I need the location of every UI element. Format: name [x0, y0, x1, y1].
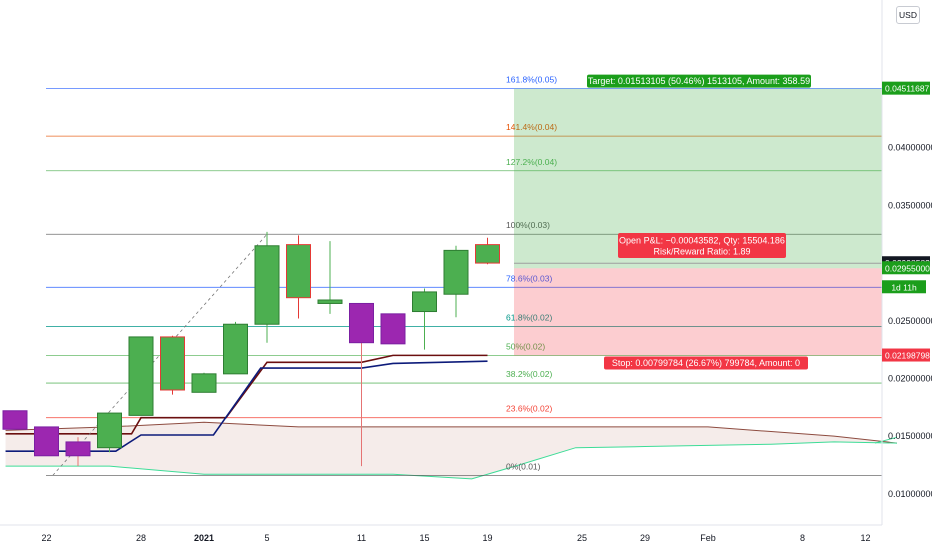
countdown-bg: [882, 280, 926, 294]
fib-label-4: 78.6%(0.03): [506, 273, 552, 283]
candle-body-4: [128, 336, 154, 416]
cloud-span-a-tail: [874, 436, 898, 444]
price-tick-3: 0.02000000: [888, 373, 932, 383]
time-tick-8: 29: [640, 533, 650, 543]
stop-box-bg: [604, 356, 808, 370]
cloud-span-b-line: [5, 421, 898, 444]
cloud-fill: [5, 422, 898, 479]
candle-body-0: [2, 410, 28, 430]
target-price-pill-text: 0.04511687: [885, 84, 930, 94]
countdown-pill: 1d 11h: [882, 280, 926, 294]
cloud-span-a-line: [5, 441, 898, 480]
candles: [2, 231, 500, 467]
candle-body-3: [97, 412, 122, 449]
time-tick-9: Feb: [700, 533, 716, 543]
price-tick-2: 0.02500000: [888, 316, 932, 326]
time-axis: 22 28 2021 5 11 15 19 25 29 Feb 8 12: [0, 524, 882, 543]
fibonacci-levels: 161.8%(0.05) 141.4%(0.04) 127.2%(0.04) 100%…: [46, 75, 882, 476]
long-position-tool: [514, 88, 882, 356]
fib-label-9: 0%(0.01): [506, 461, 541, 471]
fib-label-8: 23.6%(0.02): [506, 404, 552, 414]
time-tick-3: 5: [264, 533, 269, 543]
target-text: Target: 0.01513105 (50.46%) 1513105, Amo…: [588, 76, 810, 86]
stop-price-pill-bg: [882, 348, 930, 362]
target-box-bg: [587, 74, 811, 88]
stop-price-pill-text: 0.02198798: [885, 351, 930, 361]
time-tick-7: 25: [577, 533, 587, 543]
time-tick-5: 15: [419, 533, 429, 543]
entry-price-pill-bg: [882, 261, 930, 275]
fib-label-7: 38.2%(0.02): [506, 369, 552, 379]
candle-body-6: [191, 373, 217, 393]
fib-label-1: 141.4%(0.04): [506, 122, 557, 132]
candle-body-9: [286, 244, 311, 299]
candle-body-5: [160, 336, 185, 391]
rr-text: Risk/Reward Ratio: 1.89: [653, 247, 750, 257]
entry-price-pill-text: 0.02955000: [885, 263, 930, 273]
fib-label-2: 127.2%(0.04): [506, 157, 557, 167]
candle-body-15: [475, 244, 500, 264]
candle-body-13: [412, 291, 437, 313]
pnl-text: Open P&L: −0.00043582, Qty: 15504.186: [619, 236, 785, 246]
ichimoku-cloud: [5, 421, 898, 480]
time-tick-1: 28: [136, 533, 146, 543]
entry-price-pill: 0.02955000: [882, 261, 930, 275]
price-tick-5: 0.01000000: [888, 489, 932, 499]
time-tick-6: 19: [482, 533, 492, 543]
time-tick-11: 12: [860, 533, 870, 543]
countdown-text: 1d 11h: [891, 282, 917, 292]
candle-body-1: [34, 426, 59, 457]
candle-body-7: [223, 323, 248, 375]
fib-label-0: 161.8%(0.05): [506, 75, 557, 85]
price-axis: 0.04000000 0.03500000 0.02500000 0.02000000…: [881, 0, 932, 525]
target-price-pill: 0.04511687: [882, 81, 930, 95]
stop-price-pill: 0.02198798: [882, 348, 930, 362]
time-tick-4: 11: [357, 533, 366, 543]
fib-label-5: 61.8%(0.02): [506, 313, 552, 323]
fib-label-6: 50%(0.02): [506, 342, 545, 352]
stop-box: Stop: 0.00799784 (26.67%) 799784, Amount…: [604, 356, 808, 370]
candle-body-11: [349, 302, 374, 344]
conversion-line: [5, 360, 488, 452]
pnl-box-bg: [618, 233, 786, 258]
currency-button[interactable]: USD: [896, 6, 920, 24]
candle-body-12: [380, 313, 406, 345]
time-tick-10: 8: [800, 533, 805, 543]
stop-zone: [514, 268, 882, 356]
stop-text: Stop: 0.00799784 (26.67%) 799784, Amount…: [612, 358, 800, 368]
candle-body-10: [317, 299, 343, 304]
time-tick-0: 22: [41, 533, 51, 543]
pnl-box: Open P&L: −0.00043582, Qty: 15504.186Ris…: [618, 233, 786, 258]
target-box: Target: 0.01513105 (50.46%) 1513105, Amo…: [587, 74, 811, 88]
target-price-pill-bg: [882, 81, 930, 95]
price-tick-4: 0.01500000: [888, 431, 932, 441]
candle-body-2: [65, 441, 91, 457]
price-tick-0: 0.04000000: [888, 143, 932, 153]
position-labels: Target: 0.01513105 (50.46%) 1513105, Amo…: [587, 74, 811, 370]
price-tick-1: 0.03500000: [888, 200, 932, 210]
fib-label-3: 100%(0.03): [506, 220, 550, 230]
candle-body-8: [254, 245, 280, 325]
time-tick-2: 2021: [194, 533, 214, 543]
candle-body-14: [443, 249, 469, 295]
